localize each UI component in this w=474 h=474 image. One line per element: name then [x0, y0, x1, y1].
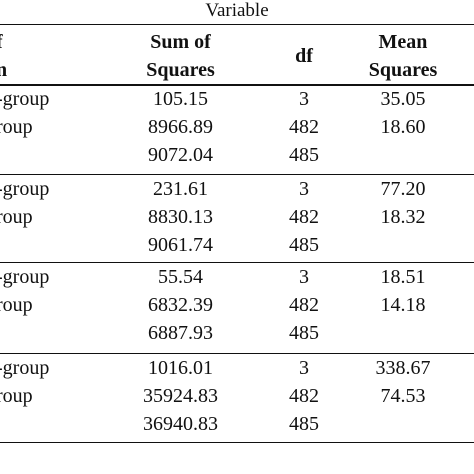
df-cell: 485 — [289, 322, 319, 344]
header-ms-line1: Mean — [378, 31, 428, 53]
source-cell: n-group — [0, 178, 50, 200]
sum-of-squares-cell: 6832.39 — [148, 294, 213, 316]
source-cell — [0, 232, 126, 258]
mean-squares-cell: 35.05 — [380, 88, 426, 110]
sum-of-squares-cell: 1016.01 — [148, 357, 213, 379]
sum-of-squares-cell: 55.54 — [158, 266, 203, 288]
mean-squares-cell — [340, 142, 466, 168]
header-ms-line2: Squares — [368, 59, 438, 81]
header-top-rule — [0, 24, 474, 25]
source-cell: n-group — [0, 266, 50, 288]
mean-squares-cell — [340, 232, 466, 258]
df-cell: 485 — [289, 234, 319, 256]
df-cell: 485 — [289, 413, 319, 435]
header-source-line2: on — [0, 59, 8, 81]
mean-squares-cell: 338.67 — [375, 357, 431, 379]
header-df: df — [295, 45, 313, 67]
group-separator-rule — [0, 84, 474, 86]
header-ss-line2: Squares — [146, 59, 215, 81]
source-cell: group — [0, 294, 33, 316]
mean-squares-cell — [340, 411, 466, 437]
source-cell — [0, 411, 126, 437]
df-cell: 482 — [289, 116, 319, 138]
source-cell — [0, 142, 126, 168]
group-separator-rule — [0, 353, 474, 354]
mean-squares-cell: 74.53 — [380, 385, 426, 407]
df-cell: 482 — [289, 385, 319, 407]
table-bottom-rule — [0, 442, 474, 443]
df-cell: 3 — [299, 266, 309, 288]
group-separator-rule — [0, 174, 474, 175]
mean-squares-cell: 18.32 — [380, 206, 426, 228]
mean-squares-cell: 77.20 — [380, 178, 426, 200]
df-cell: 3 — [299, 178, 309, 200]
mean-squares-cell: 18.60 — [380, 116, 426, 138]
source-cell: group — [0, 206, 33, 228]
sum-of-squares-cell: 105.15 — [153, 88, 208, 110]
sum-of-squares-cell: 6887.93 — [148, 322, 213, 344]
df-cell: 482 — [289, 206, 319, 228]
header-source-line1: of — [0, 28, 126, 56]
source-cell — [0, 320, 126, 346]
df-cell: 3 — [299, 357, 309, 379]
sum-of-squares-cell: 35924.83 — [143, 385, 218, 407]
df-cell: 482 — [289, 294, 319, 316]
sum-of-squares-cell: 8966.89 — [148, 116, 213, 138]
source-cell: n-group — [0, 88, 50, 110]
df-cell: 3 — [299, 88, 309, 110]
mean-squares-cell — [340, 320, 466, 346]
sum-of-squares-cell: 231.61 — [153, 178, 208, 200]
source-cell: group — [0, 116, 33, 138]
df-cell: 485 — [289, 144, 319, 166]
sum-of-squares-cell: 9072.04 — [148, 144, 213, 166]
sum-of-squares-cell: 9061.74 — [148, 234, 213, 256]
header-ss-line1: Sum of — [150, 31, 211, 53]
source-cell: n-group — [0, 357, 50, 379]
source-cell: group — [0, 385, 33, 407]
group-separator-rule — [0, 262, 474, 263]
mean-squares-cell: 18.51 — [380, 266, 426, 288]
sum-of-squares-cell: 8830.13 — [148, 206, 213, 228]
sum-of-squares-cell: 36940.83 — [143, 413, 218, 435]
page-title: Variable — [205, 0, 269, 21]
mean-squares-cell: 14.18 — [380, 294, 426, 316]
